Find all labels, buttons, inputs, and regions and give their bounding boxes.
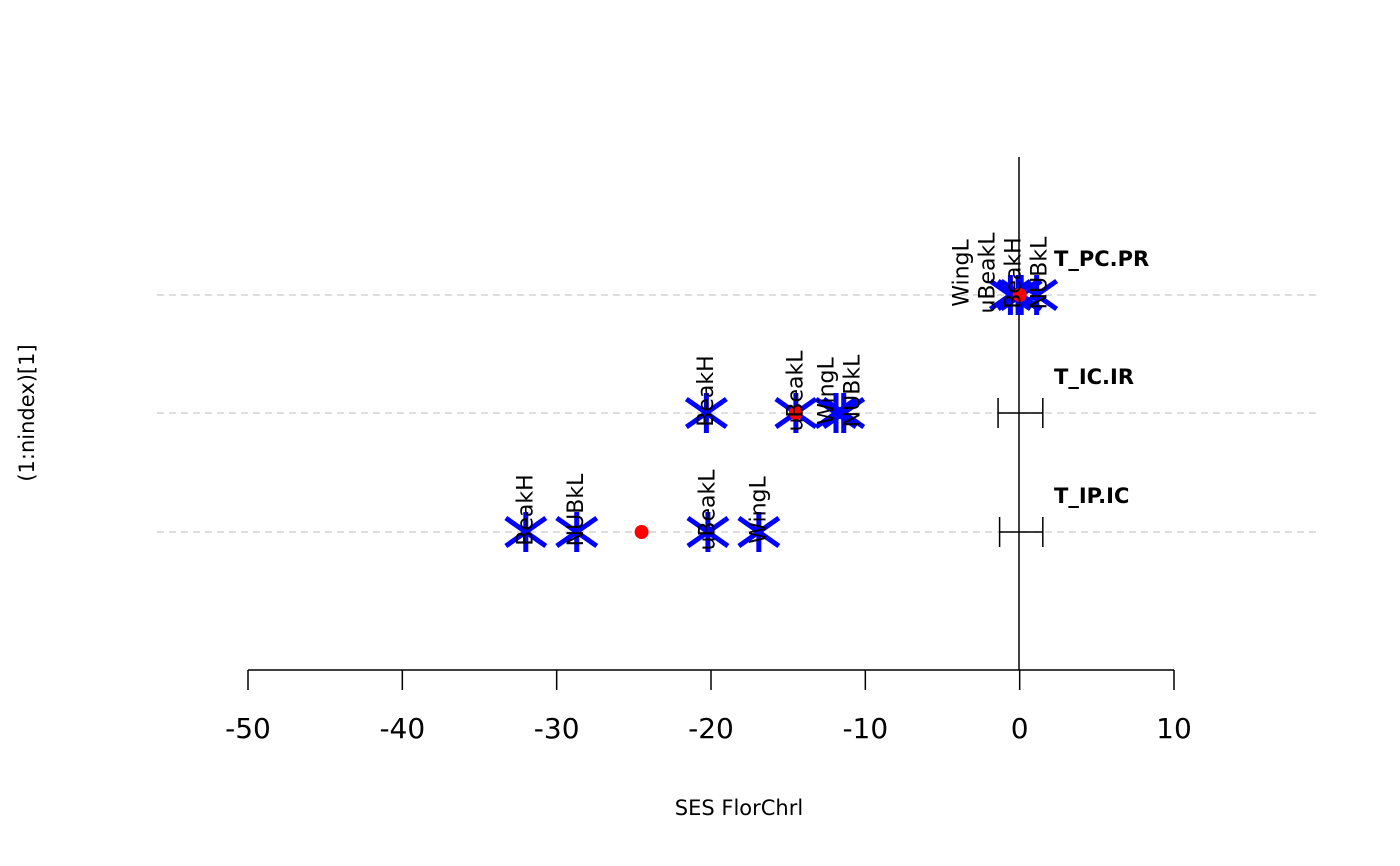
point-label: WingL <box>746 475 771 543</box>
point-label: WingL <box>950 238 975 306</box>
data-point <box>822 393 866 433</box>
point-label: uBeakL <box>783 350 808 432</box>
point-label: NUBkL <box>1028 236 1053 309</box>
point-label: NUBkL <box>840 354 865 427</box>
point-label: BeakH <box>513 474 538 545</box>
x-axis-title: SES FlorChrl <box>675 796 803 820</box>
data-point <box>684 393 728 433</box>
x-tick-label: -10 <box>842 712 888 745</box>
x-tick-label: -20 <box>688 712 734 745</box>
point-label: BeakH <box>694 355 719 426</box>
x-tick-label: -40 <box>379 712 425 745</box>
x-tick-label: 0 <box>1011 712 1029 745</box>
data-point <box>737 512 781 552</box>
point-label: BeakH <box>1002 237 1027 308</box>
point-label: uBeakL <box>976 232 1001 314</box>
mean-point <box>788 406 803 420</box>
x-tick-label: -30 <box>534 712 580 745</box>
mean-point <box>1012 288 1027 302</box>
row-label: T_PC.PR <box>1054 247 1149 271</box>
x-tick-label: -50 <box>225 712 271 745</box>
row-label: T_IP.IC <box>1054 484 1129 508</box>
data-point <box>814 393 858 433</box>
point-label: NUBkL <box>564 473 589 546</box>
x-axis: -50 -40 -30 -20 -10 0 10 <box>225 669 1192 745</box>
point-label: WingL <box>814 356 839 424</box>
data-point <box>1015 275 1059 315</box>
data-point <box>504 512 548 552</box>
row-label: T_IC.IR <box>1054 365 1134 389</box>
data-point <box>555 512 599 552</box>
data-point <box>686 512 730 552</box>
mean-point <box>634 525 649 539</box>
y-axis-title: (1:nindex)[1] <box>15 344 39 481</box>
point-label: uBeakL <box>695 469 720 551</box>
grid-lines <box>157 294 1320 533</box>
x-tick-label: 10 <box>1156 712 1192 745</box>
